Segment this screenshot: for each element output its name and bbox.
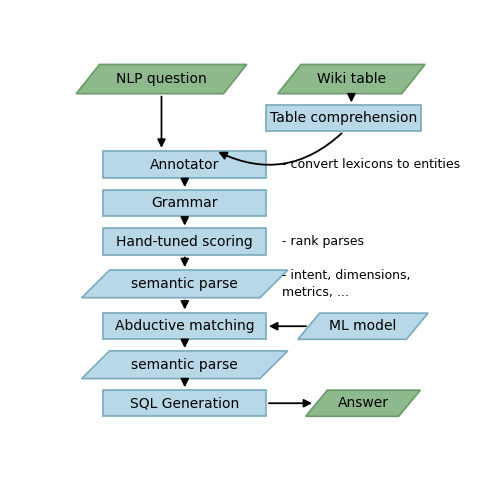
Text: semantic parse: semantic parse	[131, 358, 238, 372]
Text: Hand-tuned scoring: Hand-tuned scoring	[116, 235, 253, 248]
FancyBboxPatch shape	[266, 105, 421, 131]
Polygon shape	[278, 64, 425, 93]
Text: Annotator: Annotator	[150, 157, 220, 172]
Text: Grammar: Grammar	[152, 196, 218, 210]
FancyBboxPatch shape	[104, 190, 266, 216]
Polygon shape	[82, 351, 288, 378]
Text: NLP question: NLP question	[116, 72, 207, 86]
Text: Table comprehension: Table comprehension	[270, 111, 417, 125]
FancyBboxPatch shape	[104, 152, 266, 178]
Text: Abductive matching: Abductive matching	[115, 319, 255, 333]
Text: - convert lexicons to entities: - convert lexicons to entities	[281, 158, 460, 171]
Polygon shape	[82, 270, 288, 298]
Polygon shape	[76, 64, 247, 93]
Polygon shape	[306, 390, 420, 416]
Text: semantic parse: semantic parse	[131, 277, 238, 291]
FancyBboxPatch shape	[104, 390, 266, 416]
Text: - rank parses: - rank parses	[281, 235, 364, 248]
Text: SQL Generation: SQL Generation	[130, 396, 240, 410]
FancyBboxPatch shape	[104, 228, 266, 255]
Text: Wiki table: Wiki table	[317, 72, 386, 86]
Text: ML model: ML model	[330, 319, 397, 333]
FancyBboxPatch shape	[104, 313, 266, 339]
Text: Answer: Answer	[337, 396, 388, 410]
Polygon shape	[298, 313, 428, 339]
Text: - intent, dimensions,
metrics, ...: - intent, dimensions, metrics, ...	[281, 269, 410, 299]
